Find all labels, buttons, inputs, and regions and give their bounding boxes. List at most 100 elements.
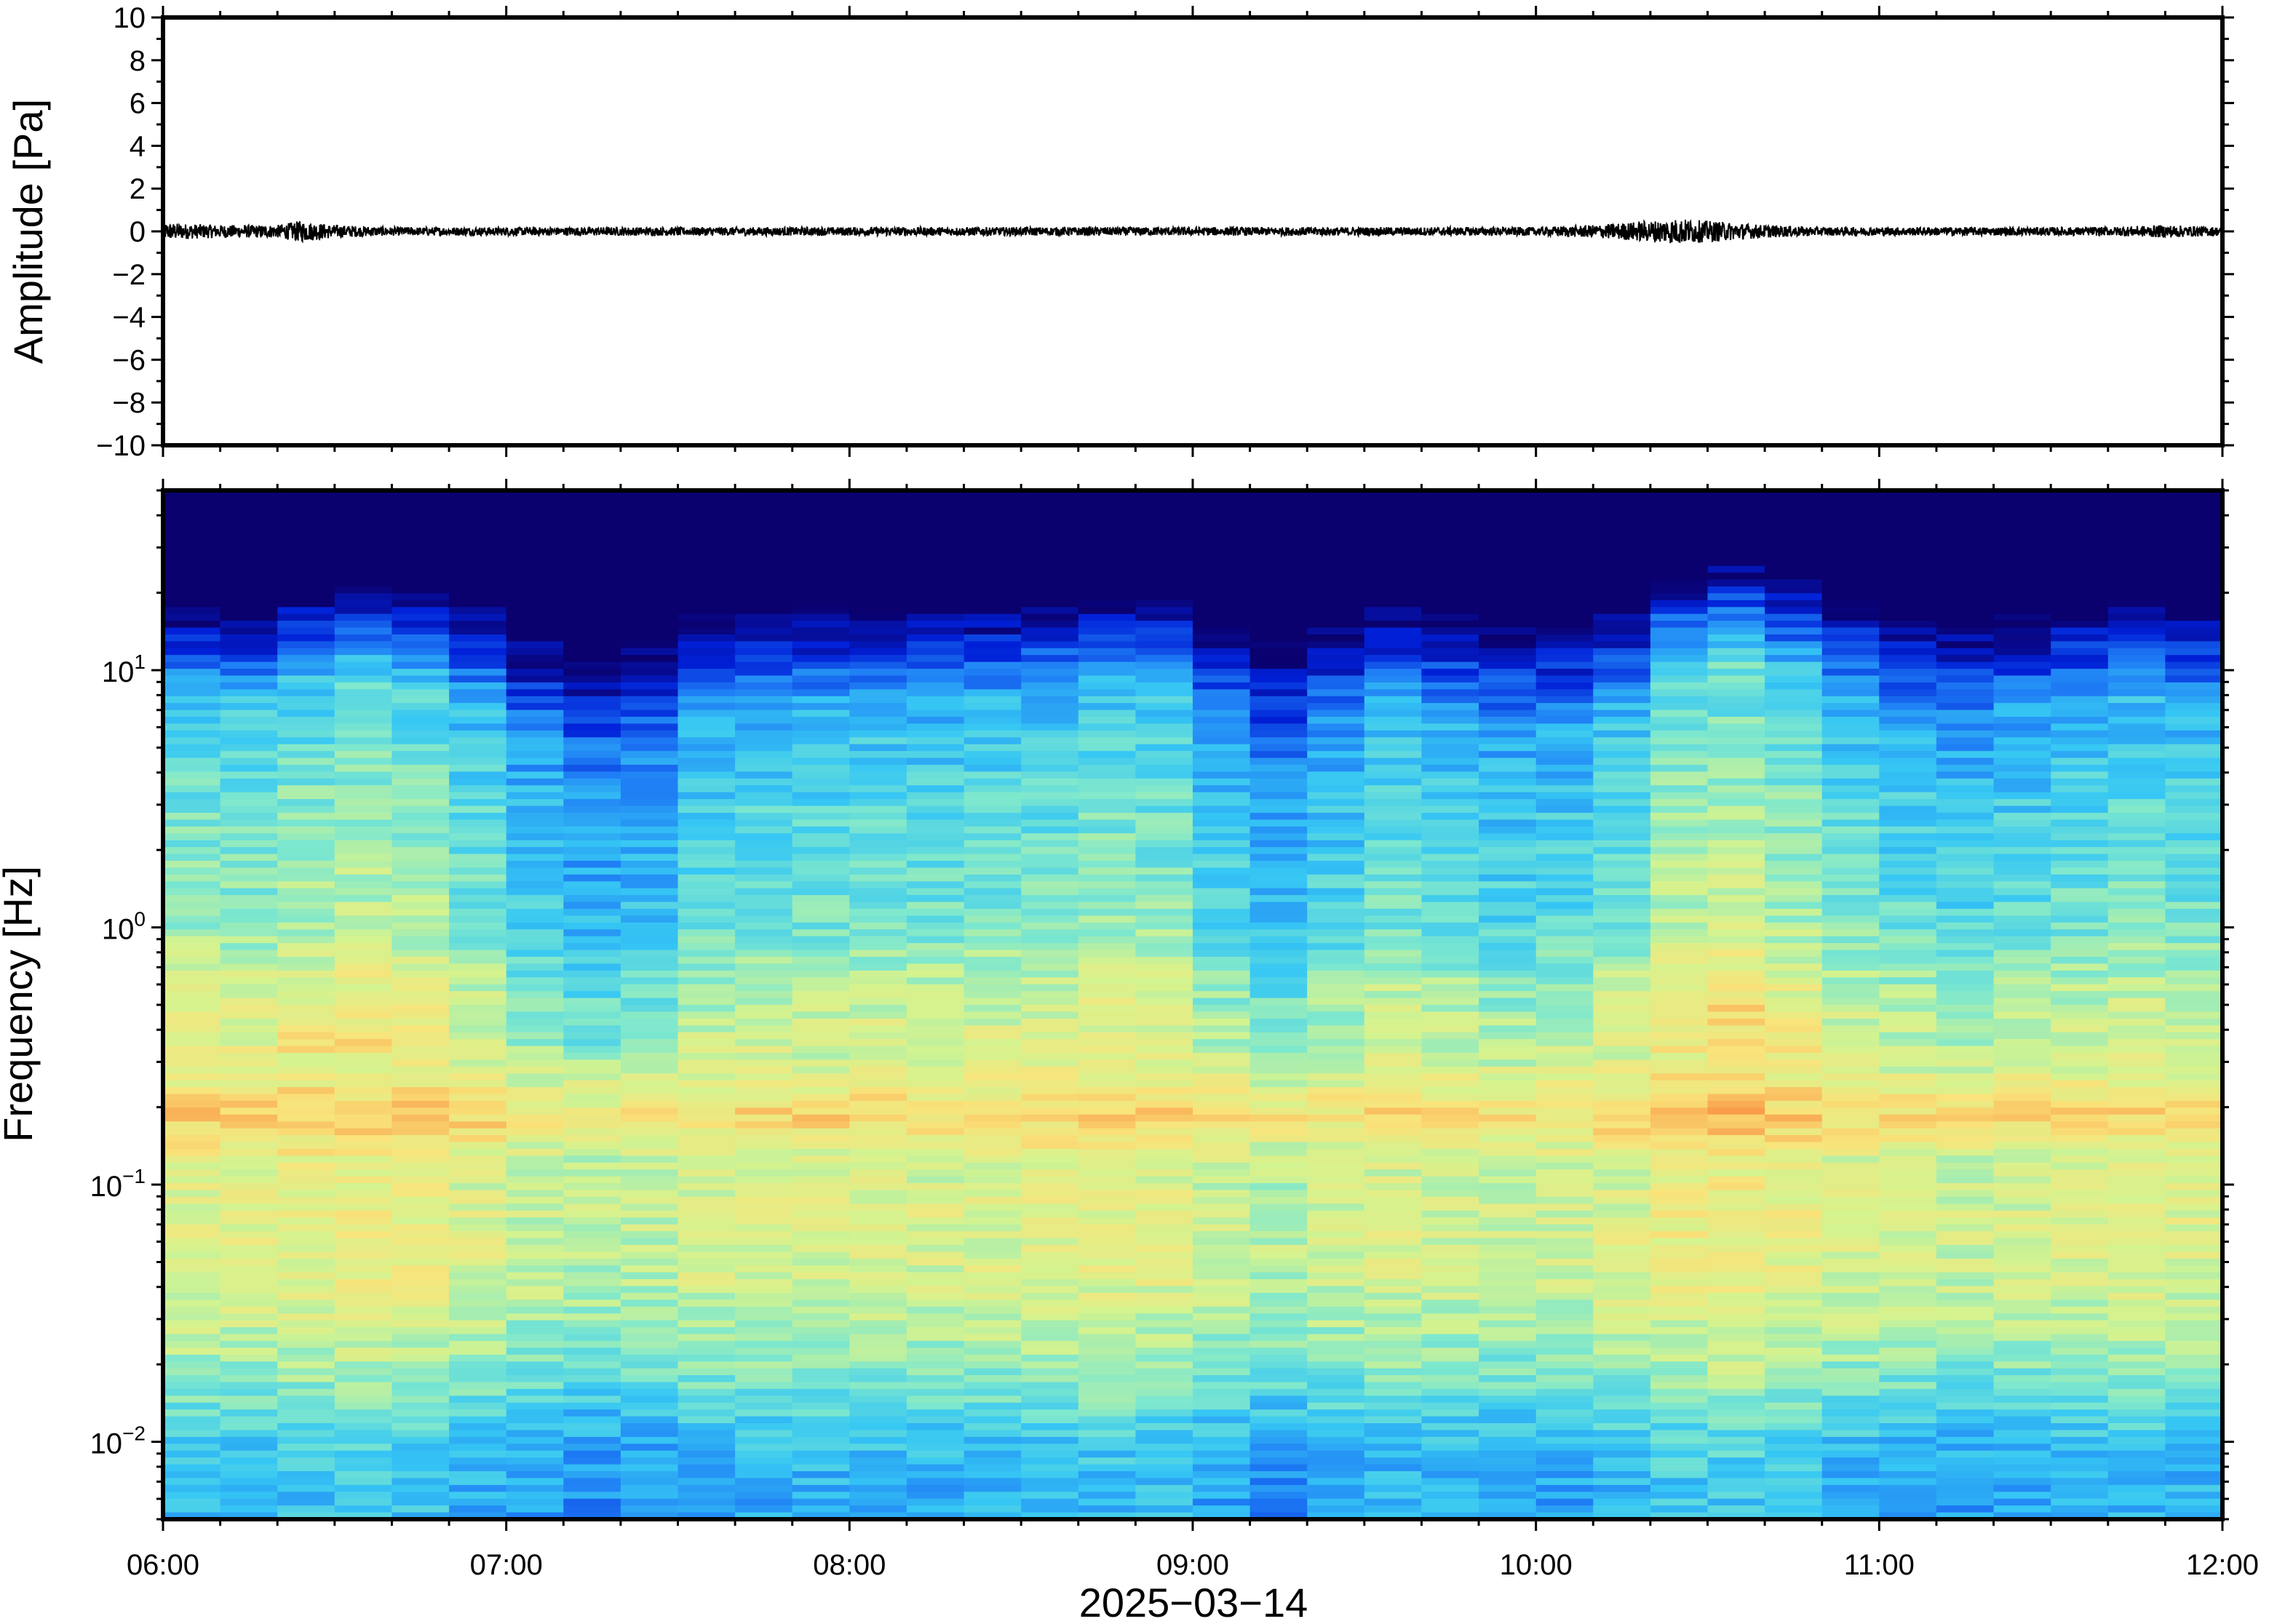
spectrogram-cell bbox=[506, 490, 564, 498]
spectrogram-cell bbox=[1765, 1436, 1823, 1444]
spectrogram-cell bbox=[1021, 1430, 1079, 1438]
spectrogram-cell bbox=[1479, 1306, 1537, 1314]
spectrogram-cell bbox=[1307, 1135, 1365, 1143]
spectrogram-cell bbox=[163, 1258, 221, 1266]
spectrogram-cell bbox=[1479, 861, 1537, 868]
spectrogram-cell bbox=[1078, 717, 1136, 725]
spectrogram-cell bbox=[1535, 977, 1594, 985]
spectrogram-cell bbox=[1193, 909, 1251, 916]
spectrogram-cell bbox=[620, 874, 679, 882]
spectrogram-cell bbox=[220, 901, 278, 909]
spectrogram-cell bbox=[506, 813, 564, 821]
spectrogram-cell bbox=[677, 929, 736, 937]
spectrogram-cell bbox=[735, 565, 793, 573]
spectrogram-column bbox=[1765, 490, 1823, 1519]
spectrogram-cell bbox=[449, 1203, 507, 1211]
spectrogram-cell bbox=[277, 1457, 335, 1465]
spectrogram-cell bbox=[1936, 881, 1995, 889]
spectrogram-cell bbox=[792, 661, 850, 669]
spectrogram-cell bbox=[1765, 1382, 1823, 1390]
spectrogram-cell bbox=[506, 826, 564, 834]
spectrogram-cell bbox=[849, 1258, 907, 1266]
spectrogram-column bbox=[1707, 490, 1765, 1519]
spectrogram-cell bbox=[677, 785, 736, 793]
spectrogram-cell bbox=[1364, 861, 1422, 868]
spectrogram-cell bbox=[735, 984, 793, 992]
spectrogram-cell bbox=[449, 874, 507, 882]
spectrogram-cell bbox=[677, 861, 736, 868]
spectrogram-cell bbox=[792, 1107, 850, 1115]
spectrogram-cell bbox=[392, 627, 450, 635]
spectrogram-cell bbox=[1364, 1368, 1422, 1376]
spectrogram-cell bbox=[1193, 559, 1251, 567]
spectrogram-cell bbox=[677, 1334, 736, 1342]
spectrogram-cell bbox=[849, 1005, 907, 1012]
spectrogram-cell bbox=[277, 929, 335, 937]
spectrogram-cell bbox=[1307, 1169, 1365, 1177]
spectrogram-cell bbox=[1535, 1094, 1594, 1102]
spectrogram-cell bbox=[220, 1018, 278, 1026]
spectrogram-cell bbox=[334, 1368, 392, 1376]
spectrogram-cell bbox=[563, 1430, 621, 1438]
spectrogram-cell bbox=[1078, 1457, 1136, 1465]
spectrogram-cell bbox=[1936, 1018, 1995, 1026]
spectrogram-cell bbox=[1078, 1053, 1136, 1060]
spectrogram-cell bbox=[449, 1416, 507, 1424]
spectrogram-cell bbox=[963, 1046, 1022, 1054]
spectrogram-cell bbox=[735, 1190, 793, 1198]
spectrogram-cell bbox=[563, 1286, 621, 1294]
spectrogram-cell bbox=[1193, 1162, 1251, 1170]
spectrogram-cell bbox=[449, 888, 507, 896]
spectrogram-cell bbox=[677, 1073, 736, 1081]
spectrogram-cell bbox=[563, 1423, 621, 1430]
spectrogram-cell bbox=[1879, 682, 1937, 690]
spectrogram-cell bbox=[1364, 1251, 1422, 1259]
spectrogram-cell bbox=[735, 1450, 793, 1458]
spectrogram-cell bbox=[1707, 525, 1765, 533]
spectrogram-cell bbox=[506, 607, 564, 615]
spectrogram-cell bbox=[1479, 1299, 1537, 1307]
spectrogram-cell bbox=[1479, 1087, 1537, 1095]
spectrogram-cell bbox=[392, 531, 450, 539]
spectrogram-cell bbox=[1707, 1135, 1765, 1143]
spectrogram-cell bbox=[1479, 744, 1537, 752]
spectrogram-cell bbox=[392, 1224, 450, 1232]
spectrogram-cell bbox=[1135, 1251, 1193, 1259]
spectrogram-cell bbox=[1593, 744, 1651, 752]
spectrogram-cell bbox=[1307, 991, 1365, 999]
spectrogram-cell bbox=[1707, 936, 1765, 944]
spectrogram-cell bbox=[1650, 915, 1709, 923]
spectrogram-cell bbox=[1078, 709, 1136, 717]
spectrogram-cell bbox=[620, 1444, 679, 1452]
spectrogram-cell bbox=[1879, 1244, 1937, 1252]
spectrogram-cell bbox=[906, 799, 965, 807]
spectrogram-cell bbox=[392, 675, 450, 683]
spectrogram-cell bbox=[506, 1450, 564, 1458]
spectrogram-cell bbox=[677, 881, 736, 889]
spectrogram-cell bbox=[1936, 613, 1995, 621]
spectrogram-cell bbox=[963, 1313, 1022, 1321]
spectrogram-cell bbox=[1879, 709, 1937, 717]
spectrogram-cell bbox=[449, 1231, 507, 1239]
spectrogram-cell bbox=[1364, 1478, 1422, 1486]
spectrogram-cell bbox=[1593, 565, 1651, 573]
spectrogram-cell bbox=[1593, 511, 1651, 519]
spectrogram-cell bbox=[906, 1382, 965, 1390]
spectrogram-cell bbox=[1650, 613, 1709, 621]
spectrogram-cell bbox=[849, 1190, 907, 1198]
spectrogram-cell bbox=[1707, 627, 1765, 635]
spectrogram-cell bbox=[1479, 1238, 1537, 1246]
spectrogram-cell bbox=[1535, 963, 1594, 971]
spectrogram-cell bbox=[1364, 998, 1422, 1006]
spectrogram-cell bbox=[735, 1142, 793, 1150]
spectrogram-cell bbox=[1936, 1368, 1995, 1376]
spectrogram-cell bbox=[735, 559, 793, 567]
spectrogram-cell bbox=[392, 765, 450, 773]
spectrogram-cell bbox=[392, 1169, 450, 1177]
spectrogram-cell bbox=[1193, 586, 1251, 594]
spectrogram-cell bbox=[1593, 655, 1651, 663]
spectrogram-cell bbox=[220, 1444, 278, 1452]
spectrogram-cell bbox=[1936, 627, 1995, 635]
spectrogram-cell bbox=[1078, 1094, 1136, 1102]
spectrogram-cell bbox=[620, 984, 679, 992]
